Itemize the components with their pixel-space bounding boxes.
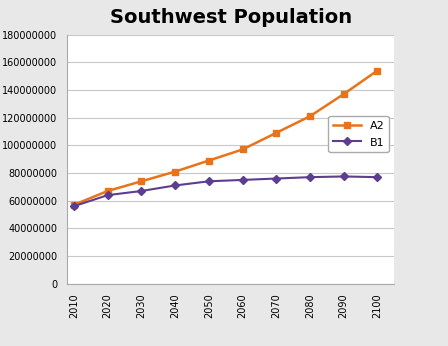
B1 — [375, 175, 380, 179]
A2 — [172, 170, 178, 174]
A2 — [240, 147, 245, 152]
B1 — [240, 178, 245, 182]
Line: B1: B1 — [71, 174, 380, 209]
B1 — [341, 174, 346, 179]
A2 — [71, 203, 77, 207]
A2 — [341, 92, 346, 96]
Title: Southwest Population: Southwest Population — [110, 9, 352, 27]
B1 — [274, 176, 279, 181]
A2 — [274, 131, 279, 135]
A2 — [105, 189, 110, 193]
A2 — [307, 114, 313, 118]
B1 — [307, 175, 313, 179]
B1 — [105, 193, 110, 197]
B1 — [139, 189, 144, 193]
B1 — [206, 179, 211, 183]
A2 — [206, 158, 211, 163]
A2 — [375, 69, 380, 73]
B1 — [172, 183, 178, 188]
A2 — [139, 179, 144, 183]
Legend: A2, B1: A2, B1 — [328, 116, 389, 152]
B1 — [71, 204, 77, 208]
Line: A2: A2 — [70, 67, 381, 208]
